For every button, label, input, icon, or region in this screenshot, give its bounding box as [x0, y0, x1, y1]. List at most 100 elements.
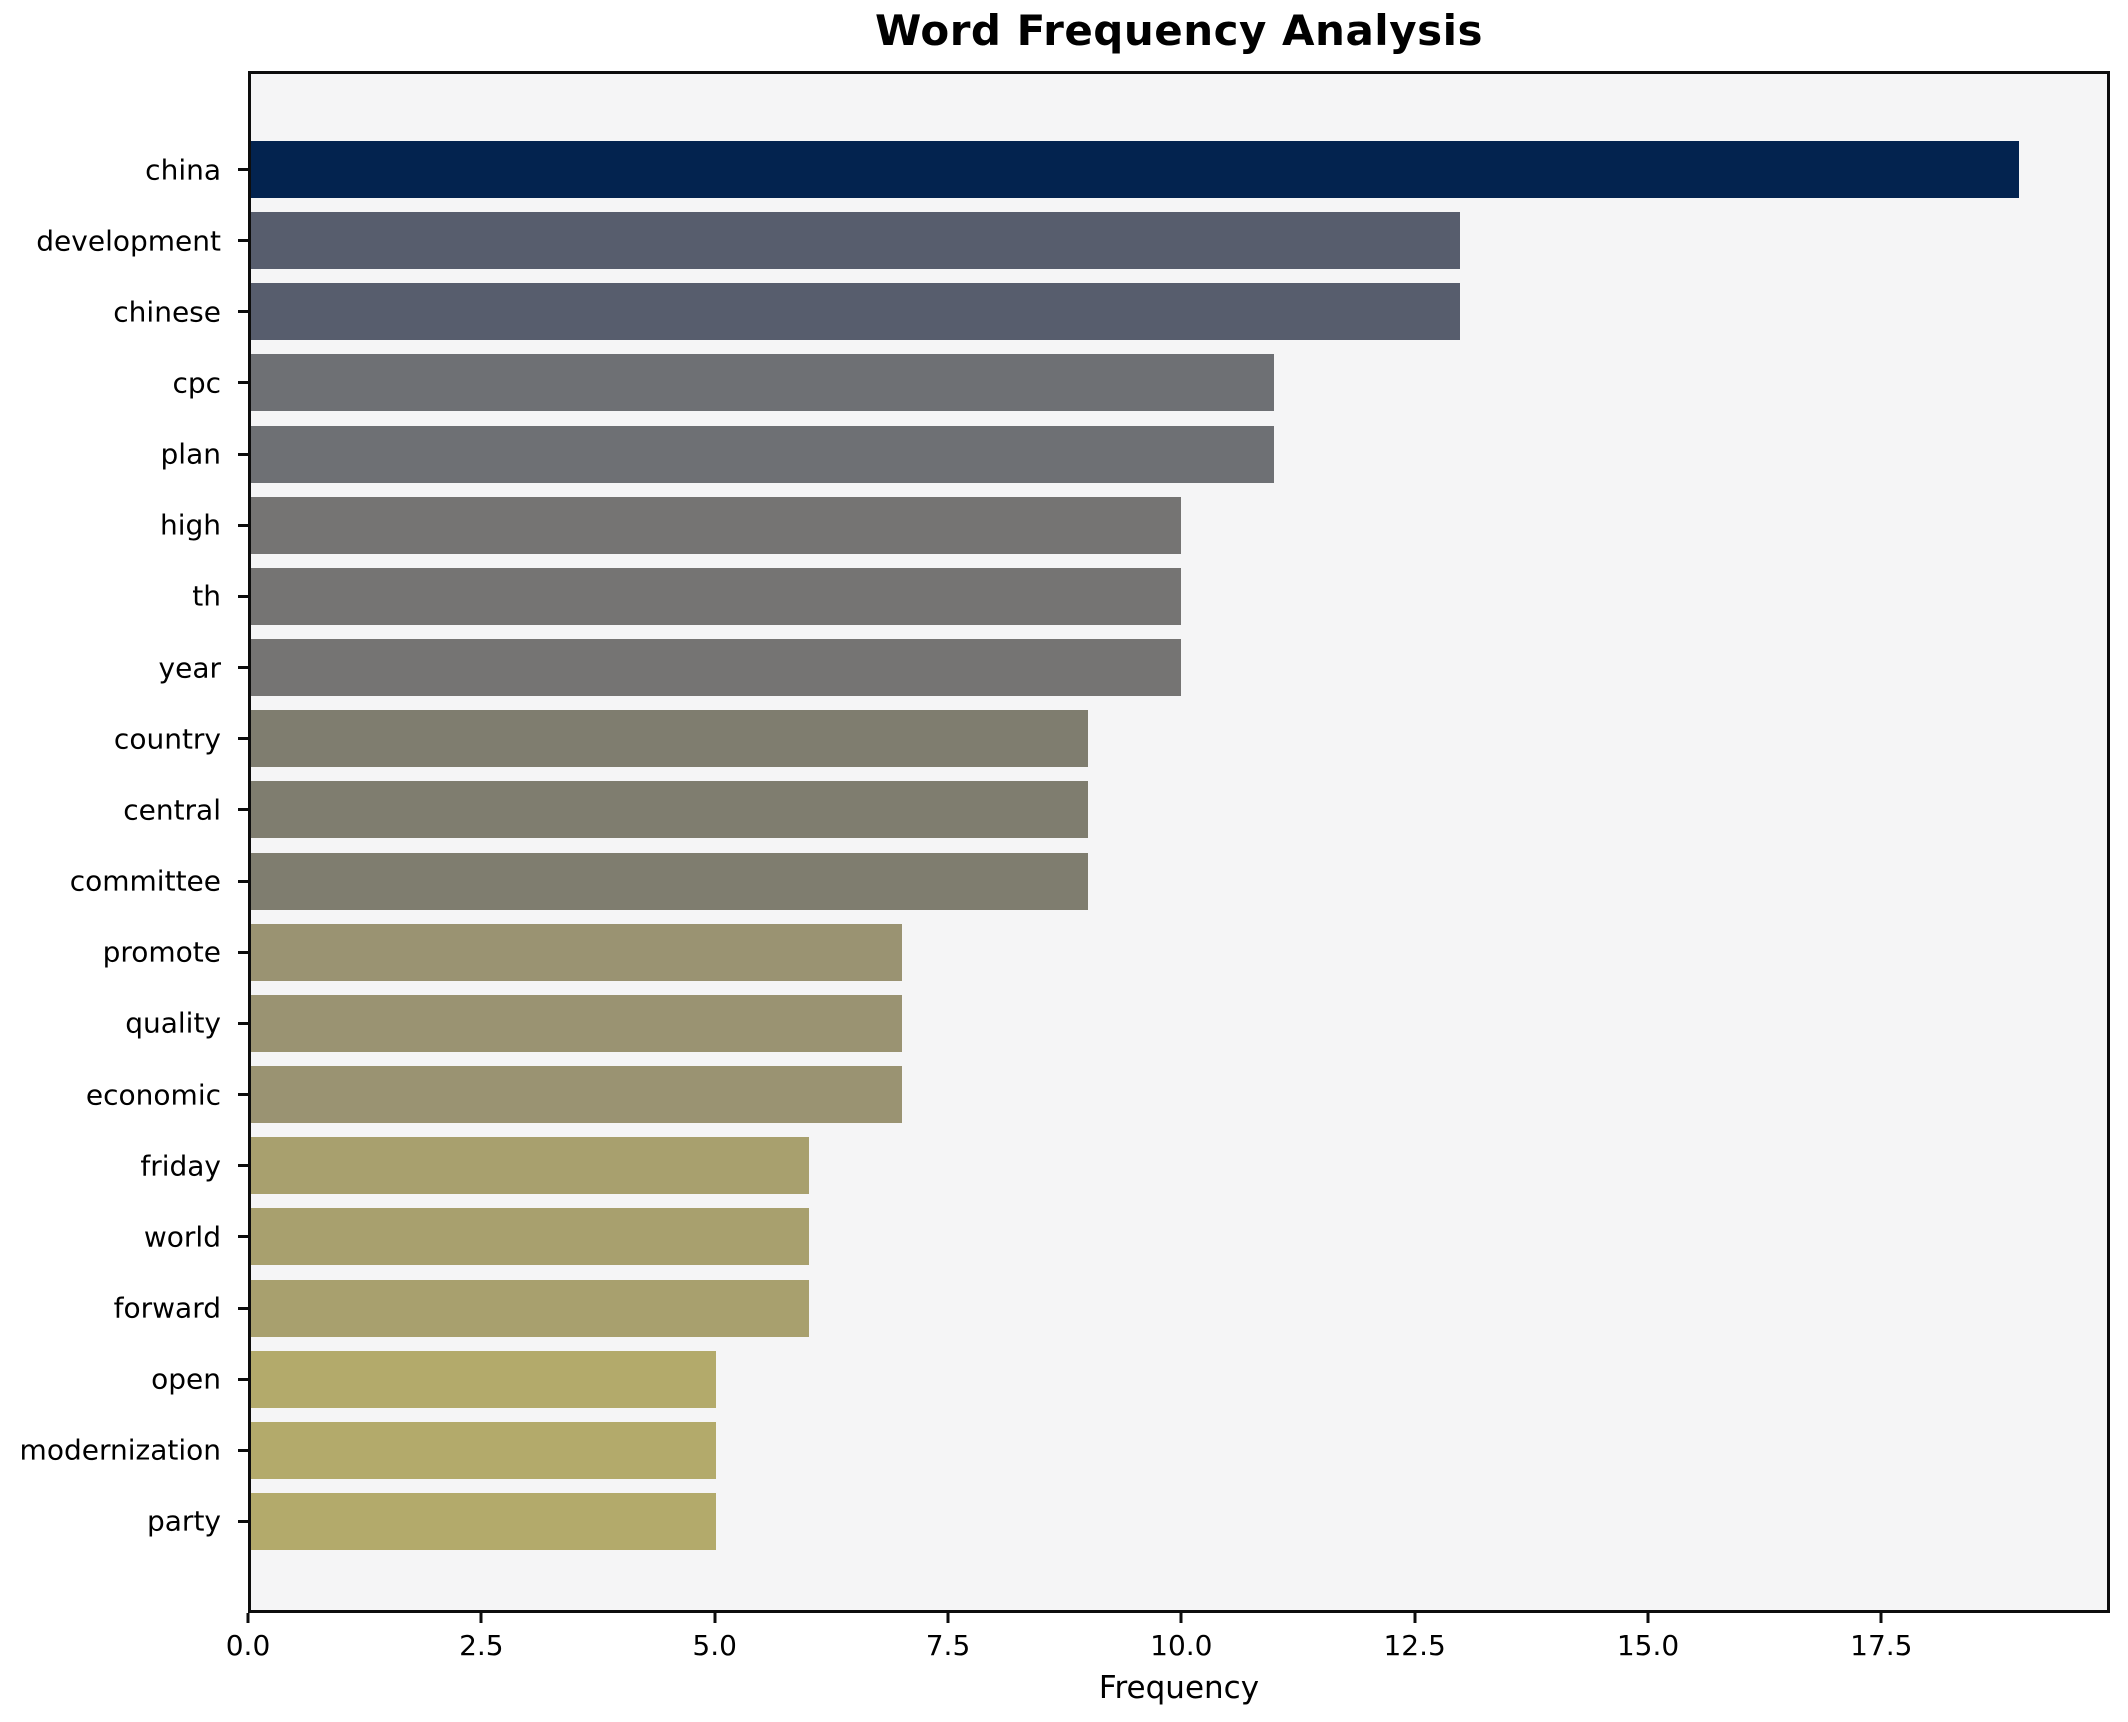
x-tick-mark — [1413, 1613, 1417, 1623]
y-tick-label: committee — [69, 864, 221, 898]
x-tick-label: 7.5 — [925, 1629, 971, 1662]
bar-row: forward — [114, 1279, 2107, 1337]
bar-row: cpc — [172, 354, 2107, 412]
y-tick-mark — [238, 879, 248, 883]
bar-row: party — [147, 1492, 2107, 1550]
bar-row: china — [145, 141, 2107, 198]
bar-row: country — [114, 710, 2107, 768]
y-tick-label: friday — [140, 1149, 221, 1183]
x-tick-label: 0.0 — [225, 1629, 271, 1662]
bar — [251, 852, 1089, 910]
bar-row: promote — [103, 923, 2107, 981]
y-tick-label: plan — [160, 437, 221, 471]
x-tick-label: 15.0 — [1616, 1629, 1680, 1662]
x-tick-mark — [946, 1613, 950, 1623]
plot-area: china development chinese cpc plan high th year… — [20, 71, 2110, 1613]
y-tick-label: cpc — [172, 366, 221, 400]
y-tick-label: modernization — [19, 1433, 221, 1467]
y-tick-mark — [238, 1235, 248, 1239]
y-tick-mark — [238, 594, 248, 598]
y-tick-label: open — [151, 1362, 221, 1396]
bar-row: high — [160, 496, 2107, 554]
y-tick-mark — [238, 1164, 248, 1168]
y-tick-label: forward — [113, 1291, 221, 1325]
y-tick-label: promote — [102, 935, 221, 969]
bar — [251, 1208, 810, 1266]
bar-row: plan — [161, 425, 2107, 483]
bar-row: chinese — [113, 283, 2107, 341]
y-tick-mark — [238, 452, 248, 456]
x-tick-mark — [1179, 1613, 1183, 1623]
bar-row: central — [123, 781, 2107, 839]
x-axis-label: Frequency — [1098, 1670, 1260, 1706]
y-tick-label: high — [159, 508, 221, 542]
x-tick-label: 10.0 — [1150, 1629, 1213, 1662]
bar — [251, 496, 1182, 554]
bar-row: development — [36, 212, 2107, 270]
bar — [251, 425, 1275, 483]
x-tick-label: 12.5 — [1383, 1629, 1446, 1662]
y-tick-label: china — [145, 153, 221, 186]
bar — [251, 994, 903, 1052]
y-tick-label: economic — [85, 1078, 221, 1112]
y-tick-label: country — [113, 722, 221, 756]
bar-row: year — [159, 639, 2107, 697]
bar — [251, 1350, 717, 1408]
bar — [251, 710, 1089, 768]
y-tick-mark — [238, 1519, 248, 1523]
y-tick-mark — [238, 1306, 248, 1310]
y-tick-mark — [238, 523, 248, 527]
bar — [251, 212, 1461, 270]
bar — [251, 923, 903, 981]
bar-row: friday — [140, 1137, 2107, 1195]
y-tick-mark — [238, 950, 248, 954]
y-tick-mark — [238, 1021, 248, 1025]
bar — [251, 1279, 810, 1337]
x-tick-mark — [1646, 1613, 1650, 1623]
bar — [251, 1421, 717, 1479]
bar — [251, 781, 1089, 839]
y-tick-mark — [238, 381, 248, 385]
y-tick-label: chinese — [113, 295, 221, 329]
bar — [251, 567, 1182, 625]
x-tick-mark — [246, 1613, 250, 1623]
y-tick-label: th — [192, 579, 221, 613]
bars-container: china development chinese cpc plan high th year… — [20, 74, 2107, 1610]
x-tick-mark — [479, 1613, 483, 1623]
bar-row: quality — [125, 994, 2107, 1052]
bar-row: modernization — [20, 1421, 2107, 1479]
bar-row: world — [144, 1208, 2107, 1266]
y-tick-label: party — [147, 1504, 221, 1538]
x-tick-label: 2.5 — [459, 1629, 504, 1662]
bar — [251, 1137, 810, 1195]
bar — [251, 283, 1461, 341]
x-axis: 0.0 2.5 5.0 7.5 10.0 12.5 15.0 17.5 — [226, 1613, 2110, 1683]
y-tick-mark — [238, 737, 248, 741]
chart-title: Word Frequency Analysis — [875, 6, 1483, 55]
bar — [251, 1492, 717, 1550]
bar — [251, 354, 1275, 412]
x-tick-mark — [1879, 1613, 1883, 1623]
bar-row: open — [151, 1350, 2107, 1408]
bar — [251, 141, 2019, 198]
y-tick-mark — [238, 310, 248, 314]
bar-row: th — [192, 567, 2107, 625]
y-tick-label: development — [36, 224, 221, 258]
x-tick-label: 17.5 — [1850, 1629, 1913, 1662]
y-tick-label: world — [143, 1220, 221, 1254]
x-tick-label: 5.0 — [692, 1629, 737, 1662]
bar-row: economic — [86, 1066, 2107, 1124]
bar-row: committee — [70, 852, 2107, 910]
y-tick-mark — [238, 168, 248, 171]
bar — [251, 639, 1182, 697]
y-tick-mark — [238, 1093, 248, 1097]
y-tick-mark — [238, 666, 248, 670]
y-tick-mark — [238, 239, 248, 243]
y-tick-label: year — [158, 651, 221, 685]
y-tick-mark — [238, 1377, 248, 1381]
bar — [251, 1066, 903, 1124]
x-tick-mark — [713, 1613, 717, 1623]
y-tick-mark — [238, 1448, 248, 1452]
y-tick-label: quality — [125, 1006, 221, 1040]
